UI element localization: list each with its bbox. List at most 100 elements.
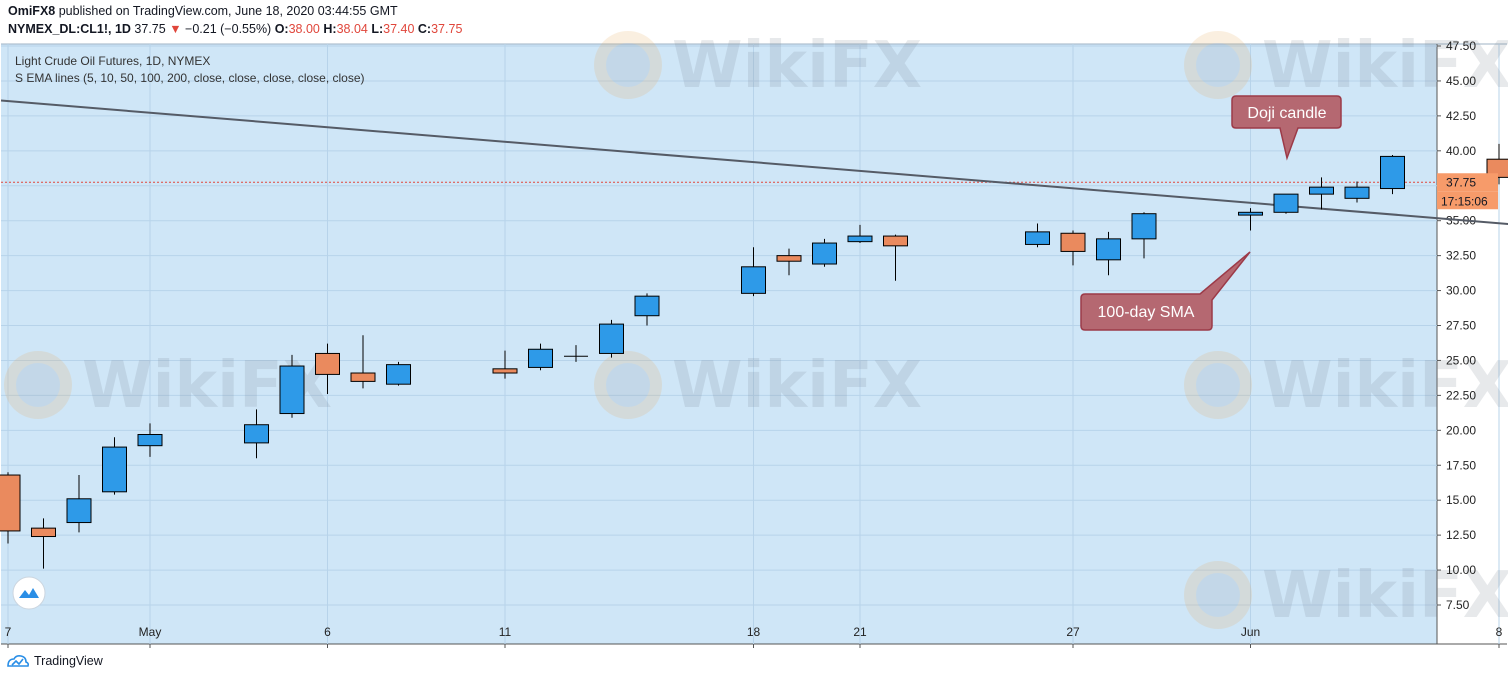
price-axis[interactable] [1437,44,1507,644]
doji-callout-text: Doji candle [1247,105,1326,122]
candle [1273,193,1299,214]
doji-callout[interactable]: Doji candle [1231,95,1342,161]
footer-brand[interactable]: TradingView [6,653,103,669]
close-label: C: [417,22,432,36]
watermark-logo-inner-icon [1196,573,1240,617]
candle-body [847,235,873,243]
candle [244,409,269,459]
candle-body [1344,186,1370,199]
watermark-logo-icon [594,351,662,419]
high-label: H: [323,22,337,36]
footer-brand-text: TradingView [34,654,103,668]
watermark-text: WikiFX [1262,559,1508,633]
candle [741,247,766,297]
candle-body [1096,238,1121,261]
candle-body [492,368,518,374]
y-tick-label: 30.00 [1446,284,1476,298]
plot-area[interactable] [1,44,1437,644]
candle [350,335,376,389]
candles-layer [0,143,1508,569]
y-tick-label: 47.50 [1446,39,1476,53]
countdown-tag-text: 17:15:06 [1441,194,1488,208]
price-axis-labels: 47.5045.0042.5040.0037.5035.0032.5030.00… [1437,39,1476,612]
candle-body [776,255,802,262]
watermark-logo-icon [4,351,72,419]
y-tick-label: 17.50 [1446,458,1476,472]
wikifx-watermark: WikiFX [594,349,922,423]
y-tick-label: 45.00 [1446,74,1476,88]
candle [31,518,56,569]
candle-body [599,323,624,354]
watermark-logo-inner-icon [606,43,650,87]
candle [599,319,624,358]
last-price-tag-text: 37.75 [1446,175,1476,189]
low-value: 37.40 [383,22,415,36]
wikifx-watermark: WikiFX [594,29,922,103]
watermark-text: WikiFX [672,29,922,103]
candle [1025,223,1050,248]
indicator-label[interactable]: S EMA lines (5, 10, 50, 100, 200, close,… [15,71,365,85]
candle [1096,231,1121,276]
candle [0,472,21,544]
wikifx-watermark: WikiFX [1184,29,1508,103]
candle-body [1309,186,1334,195]
candle-body [634,295,660,317]
high-value: 38.04 [336,22,368,36]
published-text: published on TradingView.com, June 18, 2… [58,4,398,18]
watermark-logo-inner-icon [16,363,60,407]
candle-body [528,348,553,368]
candle [1131,212,1157,259]
candle-body [350,372,376,382]
candle-body [386,364,411,385]
x-tick-label: Jun [1241,625,1260,639]
sma-100-line [0,99,1508,225]
wikifx-watermark: WikiFX [1184,559,1508,633]
candle [564,345,588,362]
candle-body [279,365,305,415]
candle-body [1131,213,1157,240]
sma-callout[interactable]: 100-day SMA [1080,251,1251,331]
x-tick-label: 8 [1496,625,1503,639]
candle [315,343,340,394]
grid-lines [1,44,1500,644]
time-axis-labels: 7May611182127Jun81522 [5,625,1503,648]
candle [776,248,802,276]
candle [102,437,127,495]
symbol-label: NYMEX_DL:CL1!, 1D [8,22,131,36]
candle [492,350,518,379]
candle-body [812,242,837,265]
candle [883,234,908,281]
y-tick-label: 20.00 [1446,423,1476,437]
candle-body [1273,193,1299,213]
wikifx-watermark: WikiFX [1184,349,1508,423]
last-price: 37.75 [134,22,166,36]
tradingview-chart-logo-icon[interactable] [12,576,46,610]
candle [528,343,553,371]
candle [1344,181,1370,203]
author-name[interactable]: OmiFX8 [8,4,56,18]
candle-body [244,424,269,444]
candle-body [66,498,92,524]
x-tick-label: May [139,625,162,639]
candle-body [741,266,766,294]
series-title[interactable]: Light Crude Oil Futures, 1D, NYMEX [15,54,211,68]
open-value: 38.00 [288,22,320,36]
x-tick-label: 11 [499,625,512,639]
down-arrow-icon: ▼ [169,22,182,36]
candle [137,423,163,457]
watermark-logo-icon [1184,561,1252,629]
x-tick-label: 7 [5,625,12,639]
close-value: 37.75 [431,22,463,36]
sma-callout-text: 100-day SMA [1098,304,1195,321]
x-tick-label: 27 [1066,625,1080,639]
candle [1380,155,1405,195]
candle [1309,177,1334,210]
watermark-logo-inner-icon [1196,43,1240,87]
x-tick-label: 21 [853,625,867,639]
x-tick-label: 18 [747,625,761,639]
candle-body [1025,231,1050,245]
y-tick-label: 40.00 [1446,144,1476,158]
y-tick-label: 27.50 [1446,319,1476,333]
